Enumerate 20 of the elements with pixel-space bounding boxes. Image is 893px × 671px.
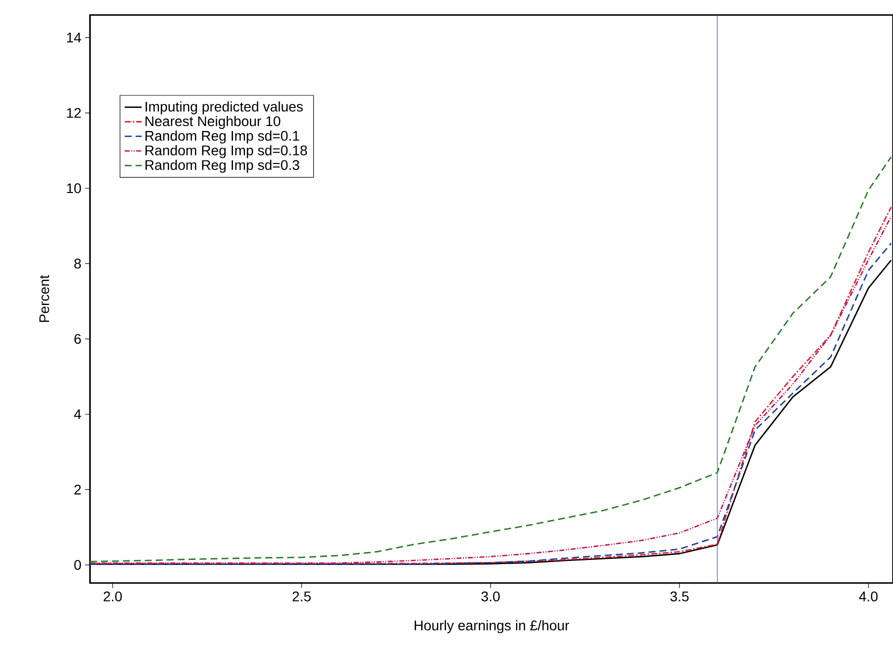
x-tick-label: 4.0 xyxy=(859,591,878,602)
x-tick-label: 2.5 xyxy=(292,591,311,602)
y-tick-label: 0 xyxy=(74,560,81,570)
y-tick-label: 14 xyxy=(67,32,82,42)
y-tick-label: 12 xyxy=(67,108,81,118)
y-tick-label: 10 xyxy=(67,183,81,194)
y-tick-label: 8 xyxy=(74,258,81,269)
legend-label: Random Reg Imp sd=0.1 xyxy=(146,130,300,144)
x-tick-label: 3.0 xyxy=(481,591,500,602)
legend-label: Imputing predicted values xyxy=(146,101,303,114)
x-tick-label: 2.0 xyxy=(104,591,122,602)
y-tick-label: 2 xyxy=(74,484,81,494)
x-axis-title: Hourly earnings in £/hour xyxy=(414,620,570,634)
legend-label: Random Reg Imp sd=0.18 xyxy=(146,145,307,158)
legend-label: Random Reg Imp sd=0.3 xyxy=(146,160,300,173)
y-tick-label: 4 xyxy=(74,409,82,420)
x-tick-label: 3.5 xyxy=(670,591,689,602)
y-axis-title: Percent xyxy=(39,275,50,322)
legend-label: Nearest Neighbour 10 xyxy=(146,116,280,129)
y-tick-label: 6 xyxy=(74,334,81,344)
